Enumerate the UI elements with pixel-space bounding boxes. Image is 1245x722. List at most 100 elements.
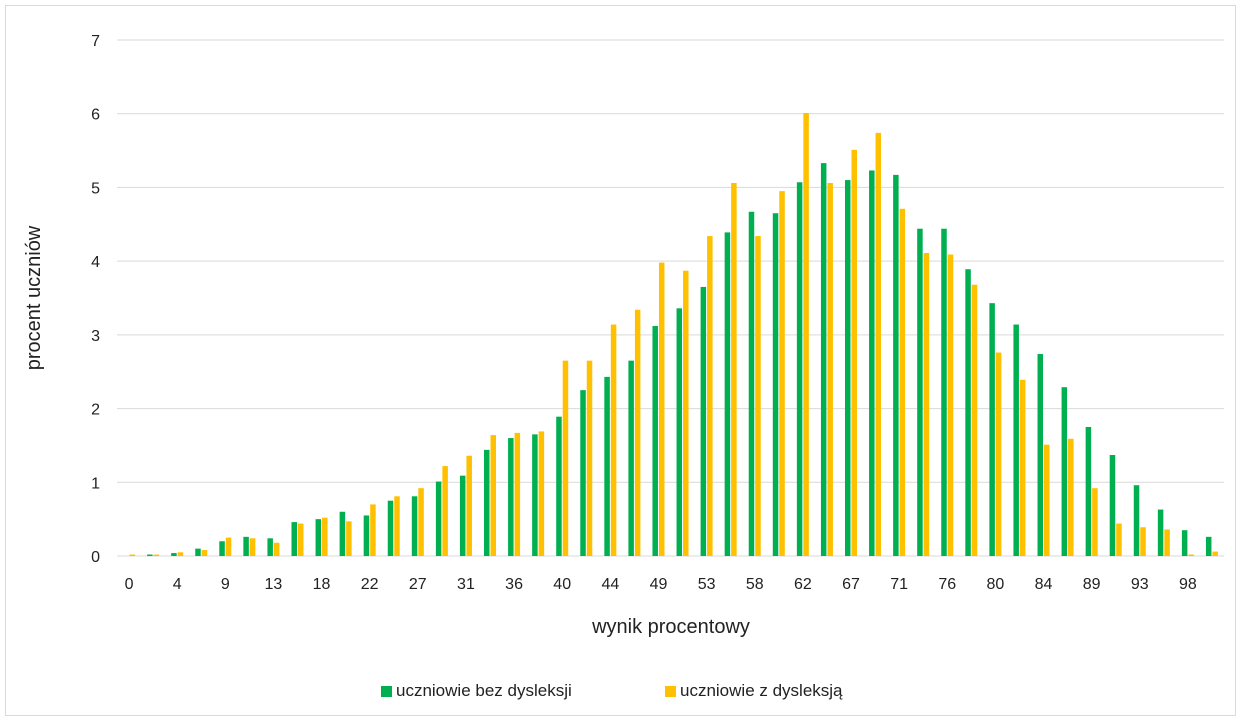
bar-series-1 <box>941 228 947 557</box>
bar-series-2 <box>273 542 280 556</box>
bar-series-1 <box>700 286 707 556</box>
bar-series-2 <box>177 552 184 556</box>
x-tick-label: 22 <box>361 576 379 593</box>
bar-series-1 <box>291 522 297 556</box>
bar-series-1 <box>917 228 923 557</box>
bar-series-2 <box>201 550 208 556</box>
x-tick-label: 89 <box>1083 576 1101 593</box>
bar-series-2 <box>923 253 930 556</box>
bar-series-1 <box>1061 387 1068 556</box>
bar-series-1 <box>628 360 634 556</box>
bar-series-1 <box>748 211 755 557</box>
bar-series-2 <box>707 236 713 556</box>
bar-series-2 <box>418 488 424 556</box>
bar-series-2 <box>1092 488 1098 556</box>
bar-series-1 <box>989 303 995 556</box>
bar-series-2 <box>683 270 689 556</box>
bar-series-2 <box>153 554 160 556</box>
bar-series-2 <box>466 455 472 556</box>
bar-series-2 <box>514 432 521 556</box>
bar-series-2 <box>346 521 352 556</box>
bar-series-1 <box>484 449 490 556</box>
bar-series-1 <box>243 536 249 556</box>
bar-series-1 <box>195 548 201 556</box>
bar-series-1 <box>965 269 971 556</box>
bar-series-1 <box>147 554 153 556</box>
x-tick-label: 31 <box>457 576 475 593</box>
bar-series-1 <box>772 213 779 556</box>
bar-series-2 <box>225 537 232 556</box>
bar-series-1 <box>508 438 514 556</box>
bar-series-2 <box>249 538 256 556</box>
x-tick-label: 49 <box>650 576 668 593</box>
bar-series-1 <box>267 538 273 556</box>
bar-series-1 <box>459 475 466 556</box>
bar-series-2 <box>1140 527 1146 556</box>
bar-series-2 <box>827 183 833 556</box>
x-tick-label: 71 <box>890 576 908 593</box>
bar-series-2 <box>1188 554 1194 556</box>
legend: uczniowie bez dysleksji uczniowie z dysl… <box>381 681 843 700</box>
legend-swatch-series-1 <box>381 686 392 697</box>
bar-series-1 <box>893 174 899 556</box>
x-tick-label: 93 <box>1131 576 1149 593</box>
bar-series-2 <box>1068 438 1074 556</box>
y-axis-title: procent uczniów <box>23 225 45 370</box>
bar-series-1 <box>1205 536 1212 556</box>
bar-series-1 <box>869 170 875 556</box>
bar-series-2 <box>370 504 376 556</box>
y-tick-label: 3 <box>91 328 100 345</box>
legend-label-series-2: uczniowie z dysleksją <box>680 681 843 700</box>
x-tick-label: 98 <box>1179 576 1197 593</box>
bar-series-1 <box>652 326 658 556</box>
bar-series-2 <box>1019 379 1026 556</box>
x-tick-label: 36 <box>505 576 523 593</box>
bar-series-2 <box>490 435 497 556</box>
bar-series-2 <box>875 132 882 556</box>
x-tick-label: 4 <box>173 576 182 593</box>
bar-series-2 <box>731 183 737 556</box>
y-tick-label: 1 <box>91 475 100 492</box>
bar-series-2 <box>658 262 665 556</box>
y-tick-label: 2 <box>91 402 100 419</box>
bar-series-2 <box>394 496 400 556</box>
bar-series-2 <box>610 324 617 556</box>
bar-series-2 <box>899 208 906 556</box>
chart-frame <box>5 5 1236 716</box>
bar-series-2 <box>1212 551 1218 556</box>
bar-series-1 <box>171 553 177 556</box>
bar-series-1 <box>1109 455 1116 556</box>
y-tick-label: 6 <box>91 107 100 124</box>
x-tick-label: 84 <box>1035 576 1053 593</box>
bar-series-2 <box>586 360 593 556</box>
bar-series-2 <box>634 309 641 556</box>
legend-label-series-1: uczniowie bez dysleksji <box>396 681 572 700</box>
bar-series-1 <box>1085 427 1092 556</box>
bar-series-1 <box>411 496 418 556</box>
bar-series-2 <box>779 191 785 556</box>
bar-series-2 <box>322 517 328 556</box>
x-tick-label: 9 <box>221 576 230 593</box>
x-tick-label: 80 <box>986 576 1004 593</box>
bar-series-1 <box>1013 324 1019 556</box>
legend-swatch-series-2 <box>665 686 676 697</box>
x-tick-label: 27 <box>409 576 427 593</box>
x-tick-label: 18 <box>313 576 331 593</box>
y-axis-ticks: 0 1 2 3 4 5 6 7 <box>91 33 100 566</box>
x-tick-label: 62 <box>794 576 812 593</box>
bar-series-1 <box>532 434 538 556</box>
bar-series-1 <box>1181 530 1188 556</box>
bar-series-2 <box>947 254 954 556</box>
y-tick-label: 4 <box>91 254 100 271</box>
bar-series-2 <box>1116 523 1122 556</box>
bar-series-1 <box>315 519 322 556</box>
x-axis-ticks: 0 4 9 13 18 22 27 31 36 40 44 49 53 58 62 67 71 76 80 84 89 9… <box>125 576 1197 593</box>
bar-series-2 <box>803 112 809 556</box>
y-tick-label: 5 <box>91 180 100 197</box>
bar-series-1 <box>676 308 683 556</box>
y-tick-label: 0 <box>91 549 100 566</box>
bar-series-1 <box>580 390 586 556</box>
bar-series-2 <box>971 284 978 556</box>
bar-series-1 <box>844 180 851 557</box>
